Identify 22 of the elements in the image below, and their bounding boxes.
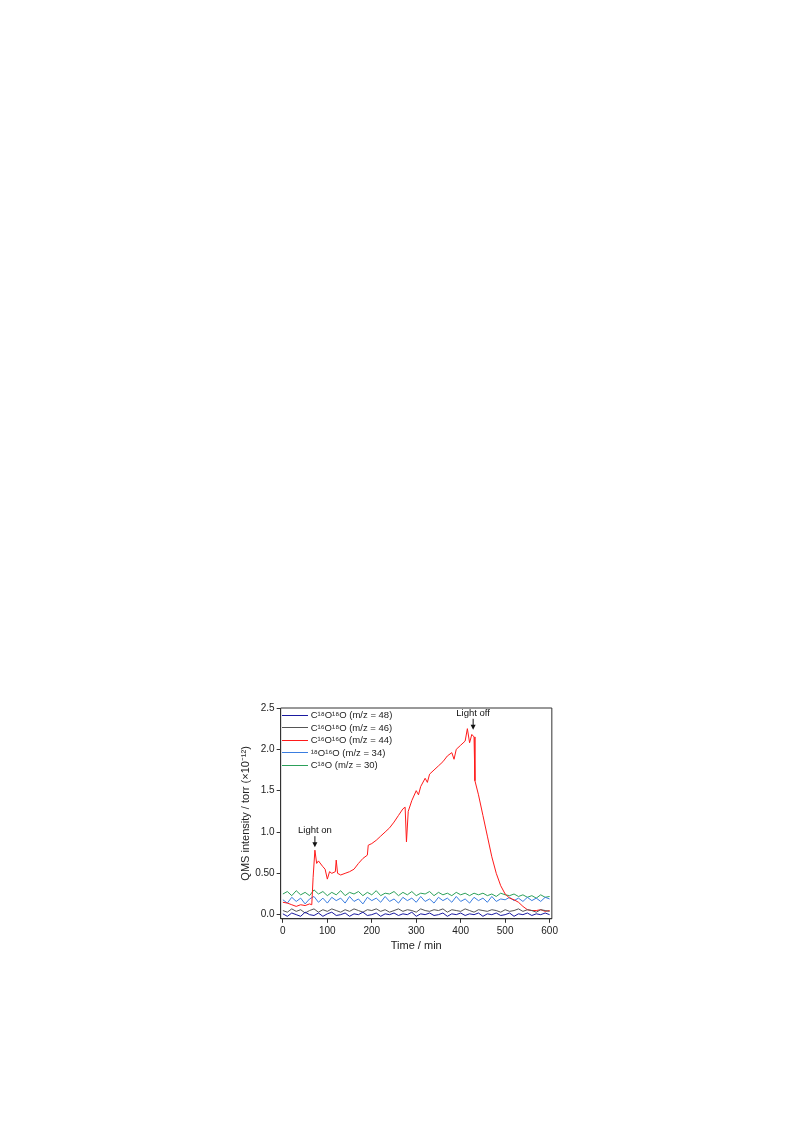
y-tick-label: 2.0 [260, 743, 276, 755]
annotation: Light on [297, 824, 332, 836]
annotation: Light off [456, 706, 491, 718]
legend-label: C¹⁸O (m/z = 30) [310, 759, 378, 772]
y-axis-title: QMS intensity / torr (×10⁻¹²) [238, 746, 251, 881]
y-tick-label: 1.0 [260, 825, 276, 837]
y-tick-label: 1.5 [260, 784, 276, 796]
x-tick-label: 500 [496, 924, 514, 936]
y-tick-label: 2.5 [260, 701, 276, 713]
legend-label: ¹⁸O¹⁶O (m/z = 34) [310, 746, 386, 759]
legend-label: C¹⁶O¹⁶O (m/z = 44) [310, 734, 393, 747]
x-tick-label: 600 [541, 924, 559, 936]
x-tick-label: 300 [407, 924, 426, 936]
x-tick-label: 400 [452, 924, 470, 936]
legend-label: C¹⁸O¹⁸O (m/z = 48) [310, 709, 393, 722]
y-tick-label: 0.0 [260, 908, 276, 920]
x-tick-label: 200 [363, 924, 381, 936]
x-tick-label: 0 [280, 924, 287, 936]
x-axis-title: Time / min [390, 939, 442, 952]
legend-label: C¹⁶O¹⁸O (m/z = 46) [310, 721, 393, 734]
x-tick-label: 100 [319, 924, 337, 936]
y-tick-label: 0.50 [255, 867, 276, 879]
